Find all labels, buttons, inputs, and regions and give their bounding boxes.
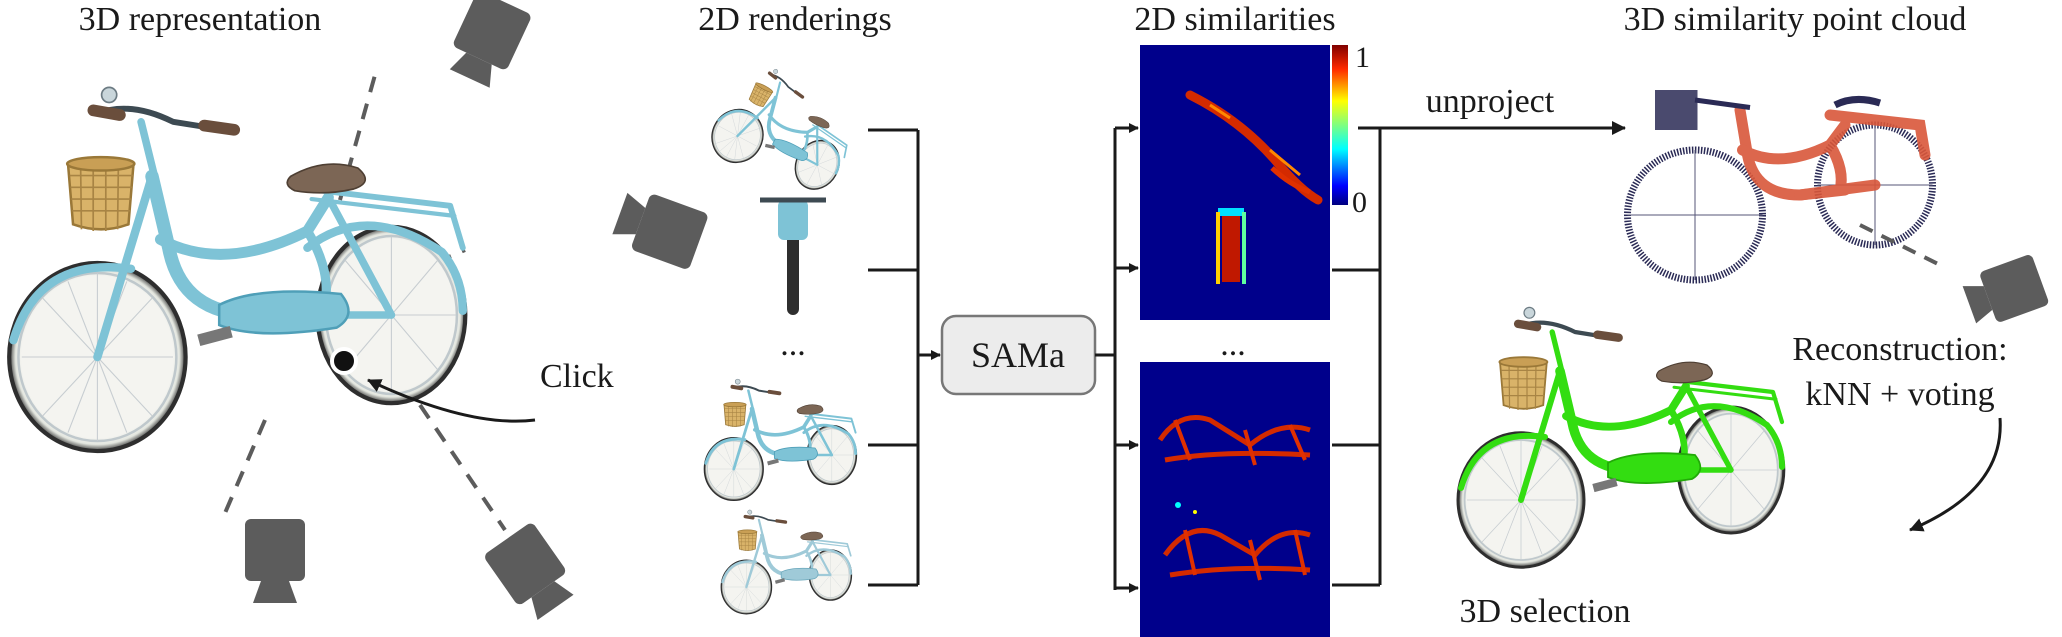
rendering-view-side-far	[719, 508, 854, 616]
similarity-gather-bracket	[1332, 126, 1382, 587]
camera-icon	[482, 521, 581, 625]
reconstruction-arrow	[1909, 417, 2002, 532]
rendering-view-side	[704, 379, 856, 500]
reconstruction-label-line1: Reconstruction:	[1792, 331, 2007, 368]
point-cloud-camera-ray	[1859, 223, 1941, 267]
sama-label: SAMa	[971, 335, 1065, 375]
reconstruction-label-line2: kNN + voting	[1805, 376, 1994, 413]
title-3d-representation: 3D representation	[79, 1, 322, 38]
similarity-map-top	[1140, 45, 1330, 320]
selection-label: 3D selection	[1460, 593, 1631, 630]
title-2d-renderings: 2D renderings	[698, 1, 892, 38]
renderings-ellipsis: ...	[780, 326, 806, 363]
click-point-icon	[330, 347, 358, 375]
camera-icon	[245, 519, 305, 603]
rendering-view-front	[760, 197, 826, 315]
unproject-label: unproject	[1426, 83, 1555, 120]
colorbar-max-label: 1	[1355, 41, 1370, 74]
title-2d-similarities: 2D similarities	[1134, 1, 1335, 38]
colorbar-min-label: 0	[1352, 186, 1367, 219]
click-label: Click	[540, 358, 614, 395]
camera-icon	[609, 185, 710, 271]
selection-bicycle	[1458, 307, 1784, 567]
similarity-fanout-bracket	[1095, 128, 1117, 590]
point-cloud-bicycle	[1624, 90, 1936, 284]
bicycle-3d-representation	[9, 87, 465, 451]
rendering-view-angled	[700, 54, 869, 211]
similarity-map-bottom	[1140, 362, 1330, 637]
similarity-fanout-arrows	[1115, 123, 1139, 593]
camera-icon	[1960, 253, 2050, 331]
similarities-ellipsis: ...	[1220, 326, 1246, 363]
camera-icon	[442, 0, 533, 92]
title-3d-similarity-point-cloud: 3D similarity point cloud	[1624, 1, 1967, 38]
colorbar: 1 0	[1332, 41, 1370, 219]
renderings-bracket	[868, 128, 920, 587]
click-arrow	[367, 378, 536, 423]
